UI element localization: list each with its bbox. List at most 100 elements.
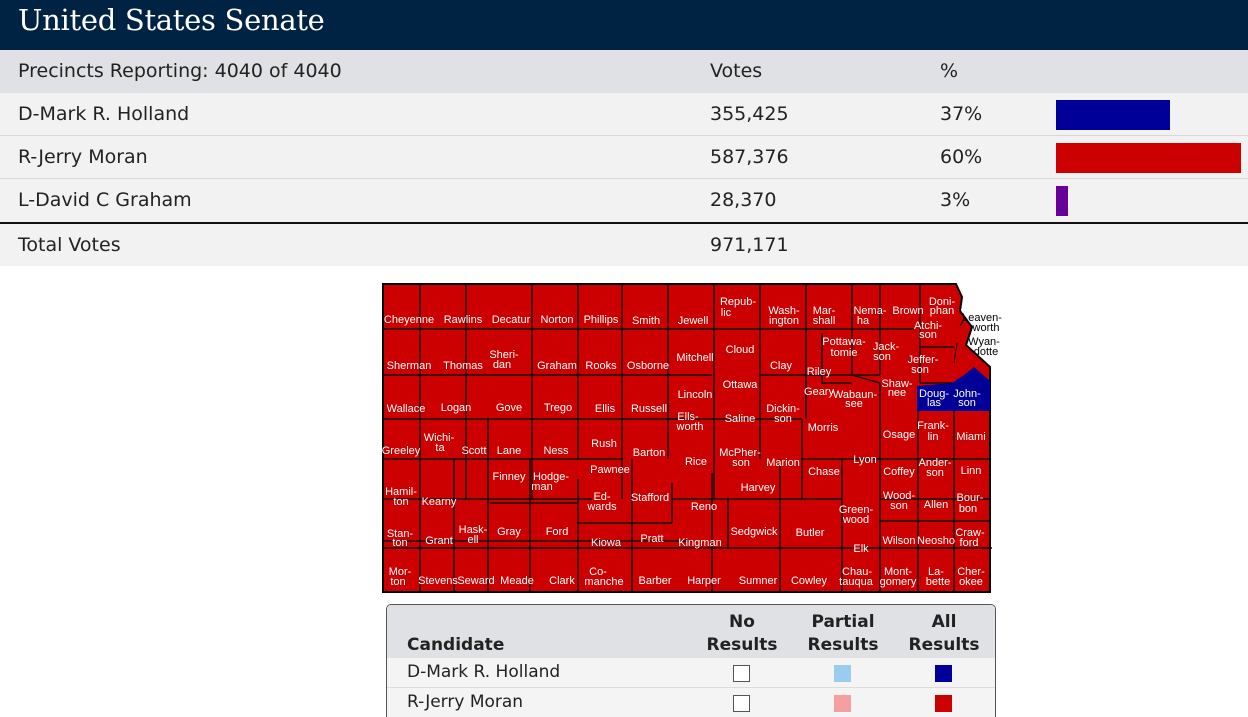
county-boundary — [821, 333, 852, 384]
county-label: Wilson — [882, 535, 915, 547]
county-label: Marion — [766, 457, 800, 469]
county-label: tauqua — [839, 576, 874, 588]
county-label: Nema- — [853, 305, 886, 317]
legend-candidate-name: R-Jerry Moran — [407, 692, 524, 712]
legend-partial-swatch — [834, 695, 851, 712]
candidate-row-graham: L-David C Graham 28,370 3% — [0, 179, 1248, 222]
county-label: Rooks — [585, 360, 617, 372]
legend-all-results-header: All Results — [894, 611, 994, 657]
county-label: Rawlins — [444, 314, 483, 326]
county-label: Hamil- — [385, 486, 417, 498]
county-label: Phillips — [584, 314, 619, 326]
county-label: Harvey — [741, 482, 776, 494]
county-label: ton — [392, 537, 407, 549]
county-label: Thomas — [443, 360, 483, 372]
democratic-counties — [917, 367, 990, 411]
county-label: Lyon — [853, 454, 876, 466]
county-label: La- — [928, 566, 944, 578]
county-map: Cheyenne Rawlins Decatur Norton Phillips Smit… — [382, 283, 1004, 593]
county-label: son — [926, 467, 944, 479]
county-label: Sheri- — [489, 349, 519, 361]
county-label: ton — [390, 576, 405, 588]
candidate-percent: 37% — [940, 103, 983, 125]
county-label: dan — [493, 359, 511, 371]
county-label: Hodge- — [533, 471, 569, 483]
county-label: Kearny — [422, 496, 457, 508]
map-legend: Candidate No Results Partial Results All… — [386, 604, 996, 717]
county-label: phan — [930, 305, 954, 317]
county-label: Chase — [808, 466, 840, 478]
county-label: son — [911, 364, 929, 376]
county-label: Saline — [725, 413, 756, 425]
county-callout-label: Wyan- — [968, 336, 1000, 348]
county-label: Graham — [537, 360, 577, 372]
results-header-row: Precincts Reporting: 4040 of 4040 Votes … — [0, 50, 1248, 93]
county-label: Cloud — [726, 344, 755, 356]
county-label: Allen — [924, 499, 948, 511]
county-label: Co- — [589, 566, 607, 578]
total-votes-row: Total Votes 971,171 — [0, 222, 1248, 266]
county-label: bon — [959, 503, 977, 515]
vote-share-bar — [1056, 100, 1170, 130]
county-callout-label: Leaven- — [962, 312, 1002, 324]
legend-row-holland: D-Mark R. Holland — [387, 658, 995, 688]
county-label: Clay — [770, 360, 793, 372]
candidate-name: R-Jerry Moran — [18, 146, 148, 168]
title-bar: United States Senate — [0, 0, 1248, 50]
county-label: Shaw- — [881, 378, 913, 390]
county-label: son — [958, 397, 976, 409]
county-label: Brown — [892, 305, 923, 317]
county-label: Bour- — [957, 492, 984, 504]
county-label: Coffey — [883, 466, 915, 478]
county-label: Butler — [796, 527, 825, 539]
county-label: Stafford — [631, 492, 669, 504]
candidate-percent: 60% — [940, 146, 983, 168]
county-label: wood — [842, 514, 869, 526]
county-label: nee — [888, 387, 906, 399]
county-label: Mor- — [389, 566, 412, 578]
state-outline — [382, 283, 991, 593]
kansas-county-map: Cheyenne Rawlins Decatur Norton Phillips Smit… — [382, 283, 1002, 593]
legend-no-results-swatch — [733, 665, 750, 682]
candidate-row-holland: D-Mark R. Holland 355,425 37% — [0, 93, 1248, 136]
county-label: Ells- — [677, 411, 699, 423]
candidate-votes: 355,425 — [710, 103, 789, 125]
results-table: Precincts Reporting: 4040 of 4040 Votes … — [0, 50, 1248, 266]
county-label: Osage — [883, 429, 915, 441]
county-label: worth — [676, 421, 704, 433]
county-label: Wash- — [768, 305, 800, 317]
legend-partial-swatch — [834, 665, 851, 682]
county-label: Repub- — [720, 296, 756, 308]
county-label: Doni- — [929, 296, 956, 308]
candidate-votes: 587,376 — [710, 146, 789, 168]
county-label: Mitchell — [676, 352, 713, 364]
county-label: Green- — [839, 504, 874, 516]
county-label: Chau- — [842, 566, 872, 578]
county-label: John- — [953, 388, 981, 400]
county-label: Cheyenne — [384, 314, 434, 326]
county-label: Russell — [631, 403, 667, 415]
county-label: Lane — [497, 445, 521, 457]
county-label: Sedgwick — [730, 526, 778, 538]
county-label: Gove — [496, 402, 522, 414]
county-label: Geary — [804, 386, 834, 398]
total-votes-value: 971,171 — [710, 234, 789, 256]
county-label: tomie — [831, 347, 858, 359]
total-votes-label: Total Votes — [18, 234, 121, 256]
county-label: son — [732, 457, 750, 469]
county-label: Jewell — [678, 315, 709, 327]
county-callout-label: dotte — [974, 346, 998, 358]
county-label: Smith — [632, 315, 660, 327]
county-label: Barber — [638, 575, 671, 587]
legend-col-line: Results — [807, 635, 879, 655]
county-label: wards — [586, 501, 617, 513]
county-label: Ford — [546, 526, 569, 538]
county-label: Dickin- — [766, 403, 800, 415]
candidate-row-moran: R-Jerry Moran 587,376 60% — [0, 136, 1248, 179]
county-label: Jeffer- — [908, 354, 939, 366]
county-label: McPher- — [719, 447, 761, 459]
county-label: Wichi- — [424, 432, 455, 444]
county-label: Craw- — [955, 527, 985, 539]
county-label: Decatur — [492, 314, 531, 326]
county-label: son — [774, 413, 792, 425]
